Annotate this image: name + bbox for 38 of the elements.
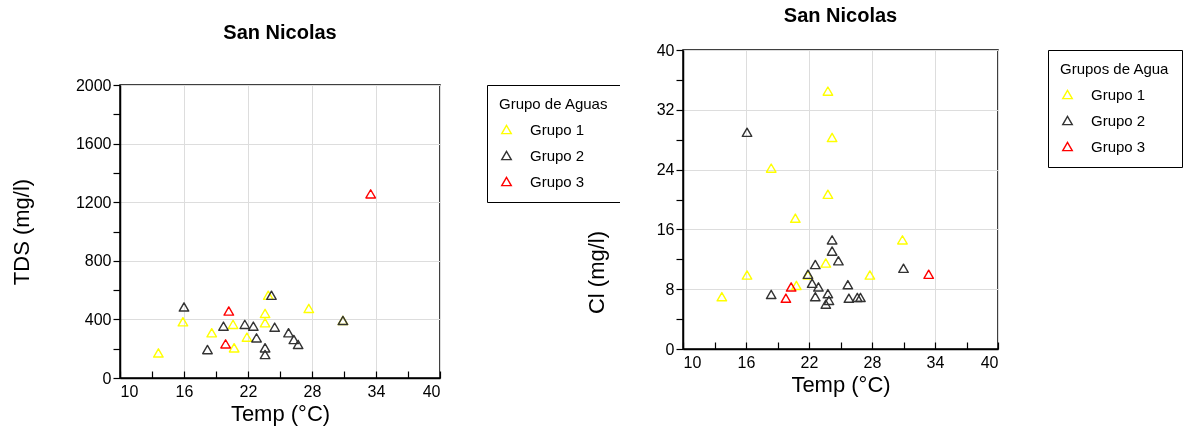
y-axis-title: TDS (mg/l): [8, 178, 34, 286]
y-tick-label: 40: [656, 41, 675, 59]
x-tick-label: 10: [120, 382, 139, 400]
legend-label: Grupo 1: [530, 120, 585, 138]
y-tick-label: 0: [665, 340, 675, 358]
x-tick-label: 22: [239, 382, 258, 400]
y-tick-label: 800: [84, 252, 112, 270]
x-tick-label: 40: [980, 353, 999, 371]
x-tick-label: 28: [303, 382, 322, 400]
x-tick-label: 34: [926, 353, 945, 371]
y-tick-label: 32: [656, 101, 675, 119]
y-tick-label: 16: [656, 220, 675, 238]
x-tick-label: 34: [367, 382, 386, 400]
legend-title: Grupos de Agua: [1060, 60, 1170, 77]
legend-label: Grupo 2: [530, 146, 585, 164]
x-tick-label: 10: [683, 353, 702, 371]
x-axis-title: Temp (°C): [230, 400, 331, 426]
legend-label: Grupo 1: [1091, 85, 1146, 103]
legend-label: Grupo 3: [530, 172, 585, 190]
x-tick-label: 16: [737, 353, 756, 371]
y-tick-label: 24: [656, 161, 675, 179]
y-tick-label: 2000: [75, 76, 112, 94]
legend-label: Grupo 2: [1091, 111, 1146, 129]
x-tick-label: 40: [422, 382, 441, 400]
x-tick-label: 28: [863, 353, 882, 371]
x-axis-title: Temp (°C): [791, 371, 891, 397]
y-axis-title: Cl (mg/l): [583, 230, 609, 315]
x-tick-label: 16: [175, 382, 194, 400]
x-tick-label: 22: [800, 353, 819, 371]
y-tick-label: 0: [102, 369, 112, 387]
y-tick-label: 8: [665, 280, 675, 298]
y-tick-label: 1200: [75, 193, 112, 211]
chart-title: San Nicolas: [223, 21, 337, 43]
y-tick-label: 400: [84, 310, 112, 328]
chart-title: San Nicolas: [783, 4, 898, 26]
y-tick-label: 1600: [75, 135, 112, 153]
legend-title: Grupo de Aguas: [499, 95, 608, 112]
legend-label: Grupo 3: [1091, 137, 1146, 155]
